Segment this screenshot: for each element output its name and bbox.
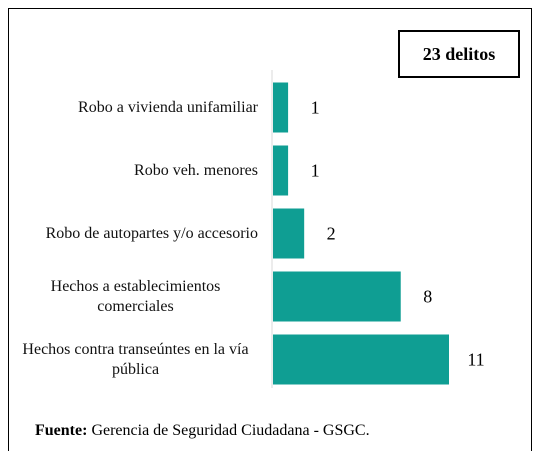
frame — [8, 8, 532, 451]
bar — [273, 271, 401, 322]
bar — [273, 208, 305, 259]
value-label: 1 — [310, 160, 320, 180]
category-label: Hechos contra transeúntes en la vía públ… — [22, 340, 249, 378]
bar — [273, 334, 449, 385]
total-annotation: 23 delitos — [398, 30, 520, 78]
category-label: Hechos a establecimientos comerciales — [50, 277, 221, 315]
bar — [273, 82, 289, 133]
category-label: Robo veh. menores — [134, 161, 258, 179]
value-label: 8 — [423, 286, 433, 306]
source-text: Gerencia de Seguridad Ciudadana - GSGC. — [91, 422, 370, 439]
value-label: 1 — [310, 97, 320, 117]
source-label: Fuente: — [35, 422, 88, 439]
bar — [273, 145, 289, 196]
category-label: Robo de autopartes y/o accesorio — [45, 224, 258, 242]
value-label: 2 — [326, 223, 336, 243]
value-label: 11 — [467, 349, 485, 369]
category-label: Robo a vivienda unifamiliar — [78, 98, 258, 116]
source-note: Fuente: Gerencia de Seguridad Ciudadana … — [35, 422, 370, 440]
